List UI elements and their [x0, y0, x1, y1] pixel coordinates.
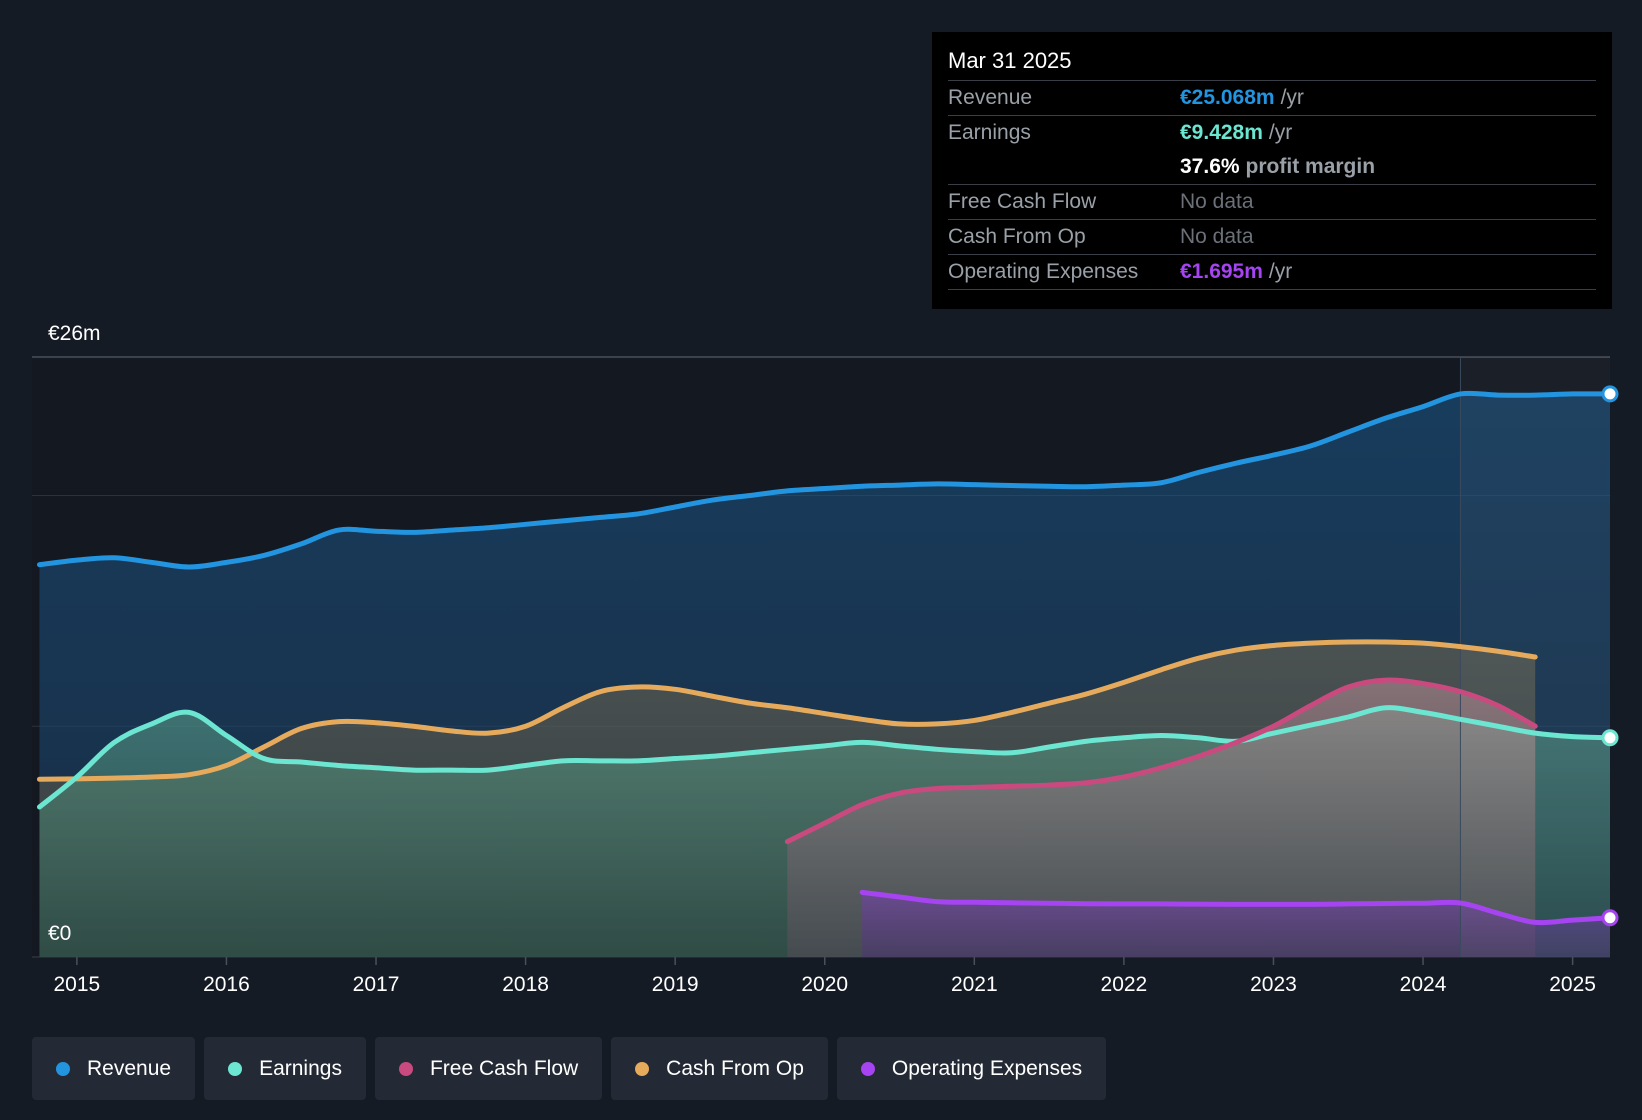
tooltip-opex-row: Operating Expenses €1.695m /yr: [948, 254, 1596, 290]
tooltip-cfo-label: Cash From Op: [948, 225, 1086, 248]
revenue-dot-icon: [56, 1061, 70, 1076]
earnings-end-marker: [1601, 729, 1619, 747]
legend-label-free-cash-flow: Free Cash Flow: [429, 1056, 579, 1080]
tooltip-margin-label: profit margin: [1245, 155, 1376, 178]
earnings-dot-icon: [228, 1061, 243, 1076]
tooltip-revenue-label: Revenue: [948, 86, 1033, 109]
legend-label-earnings: Earnings: [259, 1056, 342, 1080]
y-axis-top-label: €26m: [48, 322, 101, 345]
legend-item-operating-expenses[interactable]: Operating Expenses: [836, 1037, 1107, 1100]
tooltip-earnings-label: Earnings: [948, 121, 1031, 144]
chart-legend: Revenue Earnings Free Cash Flow Cash Fro…: [32, 1037, 1107, 1100]
tooltip-fcf-value: No data: [1180, 190, 1254, 213]
tooltip-earnings-row: Earnings €9.428m /yr: [948, 115, 1596, 150]
revenue-line: [36, 390, 1613, 570]
tooltip-revenue-value: €25.068m: [1180, 86, 1275, 109]
operating-expenses-end-marker: [1601, 909, 1619, 927]
free-cash-flow-area: [787, 679, 1536, 957]
cash-from-op-dot-icon: [635, 1061, 650, 1076]
legend-label-cash-from-op: Cash From Op: [666, 1056, 804, 1080]
tooltip-date: Mar 31 2025: [948, 48, 1072, 73]
tooltip-opex-unit: /yr: [1268, 260, 1293, 283]
operating-expenses-area: [862, 892, 1610, 957]
tooltip-earnings-unit: /yr: [1268, 121, 1293, 144]
tooltip-fcf-label: Free Cash Flow: [948, 190, 1097, 213]
tooltip-fcf-row: Free Cash Flow No data: [948, 184, 1596, 219]
cash-from-op-line: [36, 639, 1538, 782]
free-cash-flow-line: [784, 677, 1538, 845]
x-tick-label-2023: 2023: [1250, 973, 1297, 996]
series-lines: [36, 390, 1613, 926]
x-tick-label-2017: 2017: [353, 973, 400, 996]
series-areas: [39, 393, 1611, 957]
tooltip-margin-value: 37.6%: [1180, 155, 1240, 178]
legend-label-operating-expenses: Operating Expenses: [891, 1056, 1083, 1080]
tooltip-margin-row: 37.6% profit margin: [948, 150, 1596, 184]
legend-item-revenue[interactable]: Revenue: [32, 1037, 196, 1100]
tooltip-opex-value: €1.695m: [1180, 260, 1263, 283]
x-tick-label-2018: 2018: [502, 973, 549, 996]
operating-expenses-dot-icon: [860, 1061, 875, 1076]
revenue-end-marker: [1601, 385, 1619, 403]
legend-label-revenue: Revenue: [87, 1056, 172, 1080]
x-tick-label-2020: 2020: [801, 973, 848, 996]
series-end-markers: [1601, 385, 1619, 927]
tooltip-cfo-row: Cash From Op No data: [948, 219, 1596, 254]
x-tick-label-2019: 2019: [652, 973, 699, 996]
y-axis-bottom-label: €0: [48, 922, 71, 945]
tooltip-earnings-value: €9.428m: [1180, 121, 1263, 144]
tooltip-cfo-value: No data: [1180, 225, 1254, 248]
tooltip-opex-label: Operating Expenses: [948, 260, 1139, 283]
free-cash-flow-dot-icon: [398, 1061, 413, 1076]
legend-item-cash-from-op[interactable]: Cash From Op: [611, 1037, 828, 1100]
legend-item-free-cash-flow[interactable]: Free Cash Flow: [374, 1037, 603, 1100]
x-axis-ticks: 2015 2016 2017 2018 2019 2020 2021 2022 2023 2024…: [54, 957, 1596, 996]
legend-item-earnings[interactable]: Earnings: [204, 1037, 366, 1100]
x-tick-label-2021: 2021: [951, 973, 998, 996]
operating-expenses-line: [859, 889, 1613, 926]
earnings-line: [36, 705, 1613, 810]
data-tooltip: Mar 31 2025 Revenue €25.068m /yr Earning…: [932, 32, 1612, 309]
tooltip-revenue-row: Revenue €25.068m /yr: [948, 80, 1596, 115]
x-tick-label-2024: 2024: [1400, 973, 1447, 996]
x-tick-label-2022: 2022: [1101, 973, 1148, 996]
tooltip-revenue-unit: /yr: [1280, 86, 1304, 109]
x-tick-label-2016: 2016: [203, 973, 250, 996]
x-tick-label-2025: 2025: [1549, 973, 1596, 996]
x-tick-label-2015: 2015: [54, 973, 101, 996]
